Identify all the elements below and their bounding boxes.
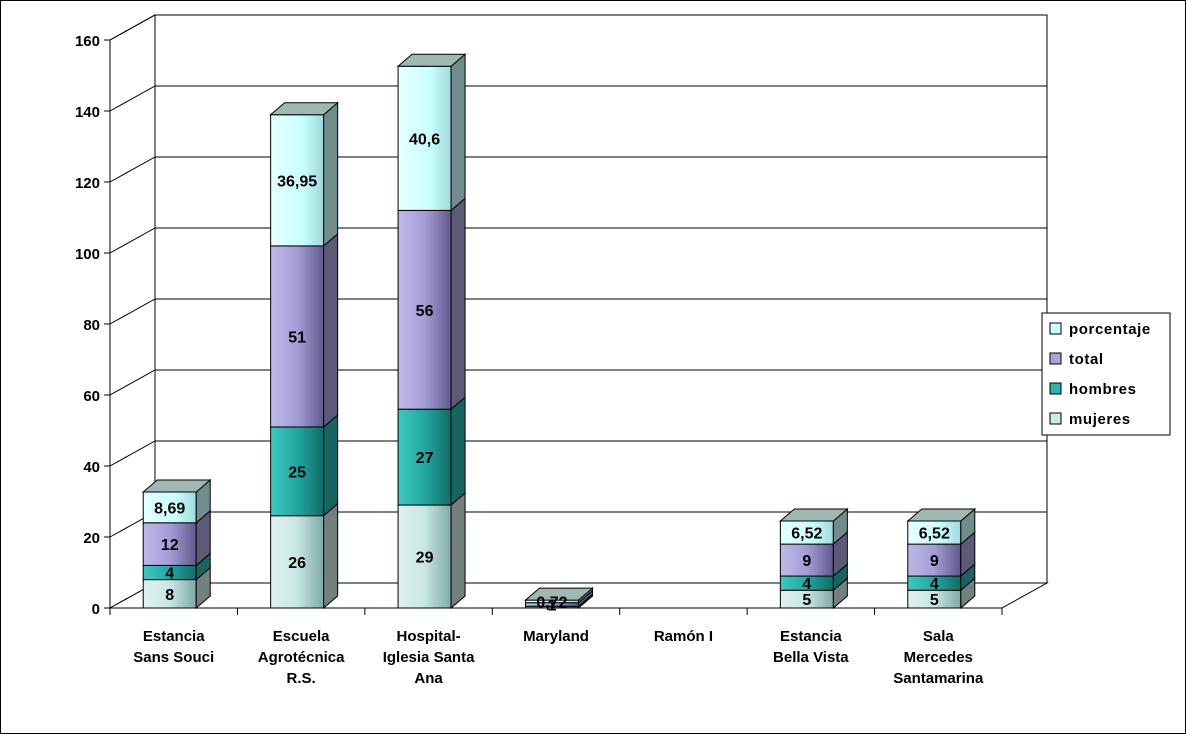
bar-side [323, 502, 339, 610]
data-label-hombres-estancia-sans-souci: 4 [165, 566, 174, 583]
legend-swatch-mujeres [1049, 412, 1062, 425]
data-label-total-escuela-agrotecnica-r-s: 51 [288, 329, 306, 346]
data-label-hombres-sala-mercedes-santamarina: 4 [930, 576, 939, 593]
y-tick-label: 80 [83, 317, 100, 334]
data-label-total-estancia-sans-souci: 12 [161, 537, 179, 554]
data-label-porcentaje-maryland: 0,72 [536, 594, 567, 611]
bar-front [270, 245, 325, 428]
data-label-hombres-hospital-iglesia-santa-ana: 27 [416, 450, 434, 467]
gridline [109, 156, 1047, 183]
data-label-mujeres-sala-mercedes-santamarina: 5 [930, 592, 939, 609]
bar-total-estancia-sans-souci [142, 509, 211, 567]
data-label-porcentaje-hospital-iglesia-santa-ana: 40,6 [409, 131, 440, 148]
data-label-mujeres-escuela-agrotecnica-r-s: 26 [288, 555, 306, 572]
bar-total-sala-mercedes-santamarina [907, 531, 976, 578]
data-label-hombres-escuela-agrotecnica-r-s: 25 [288, 464, 306, 481]
bar-top-escuela-agrotecnica-r-s [269, 102, 339, 116]
x-axis: Estancia Sans Souci Escuela Agrotécnica R.S.… [109, 607, 1003, 687]
chart-walls [108, 14, 1049, 609]
bar-side [323, 101, 339, 247]
bar-stacks [141, 53, 977, 610]
bar-front [397, 65, 452, 211]
data-label-mujeres-hospital-iglesia-santa-ana: 29 [416, 550, 434, 567]
bar-porcentaje-hospital-iglesia-santa-ana [397, 53, 466, 212]
data-label-total-sala-mercedes-santamarina: 9 [930, 553, 939, 570]
gridline [109, 369, 1047, 396]
legend-swatch-hombres [1049, 382, 1062, 395]
x-tick-label-ramon-i: Ramón I [654, 628, 713, 645]
bar-side [450, 197, 466, 411]
legend-box [1041, 312, 1171, 436]
bar-total-hospital-iglesia-santa-ana [397, 197, 466, 411]
x-tick-label-maryland: Maryland [523, 628, 589, 645]
data-label-total-maryland: 1 [548, 597, 557, 614]
data-label-mujeres-estancia-sans-souci: 8 [165, 587, 174, 604]
bar-total-escuela-agrotecnica-r-s [270, 232, 339, 429]
bar-hombres-hospital-iglesia-santa-ana [397, 396, 466, 507]
legend-swatch-porcentaje [1049, 322, 1062, 335]
data-label-porcentaje-sala-mercedes-santamarina: 6,52 [919, 526, 950, 543]
legend-label-mujeres: mujeres [1069, 411, 1131, 428]
y-axis: 0 20 40 60 80 100 120 140 160 [75, 33, 111, 618]
bar-top-estancia-bella-vista [779, 508, 849, 522]
bar-front [270, 426, 325, 517]
bar-front [142, 579, 197, 609]
x-tick-label-sala-mercedes-santamarina: Sala Mercedes Santamarina [893, 628, 984, 687]
gridline [109, 440, 1047, 467]
legend-label-hombres: hombres [1069, 381, 1137, 398]
y-tick-label: 20 [83, 530, 100, 547]
gridline [109, 14, 1047, 41]
bar-mujeres-sala-mercedes-santamarina [907, 577, 976, 610]
data-label-mujeres-estancia-bella-vista: 5 [802, 592, 811, 609]
y-tick-label: 140 [75, 104, 100, 121]
legend-label-porcentaje: porcentaje [1069, 321, 1151, 338]
x-tick-label-hospital-iglesia-santa-ana: Hospital-Iglesia Santa Ana [383, 628, 475, 687]
gridline [109, 227, 1047, 254]
bar-front [397, 209, 452, 410]
y-tick-label: 120 [75, 175, 100, 192]
data-label-porcentaje-estancia-bella-vista: 6,52 [791, 526, 822, 543]
bar-mujeres-escuela-agrotecnica-r-s [270, 502, 339, 610]
data-label-total-hospital-iglesia-santa-ana: 56 [416, 303, 434, 320]
gridline [109, 298, 1047, 325]
y-tick-label: 40 [83, 459, 100, 476]
bar-top-estancia-sans-souci [141, 479, 212, 493]
bar-top-maryland [524, 587, 594, 601]
bar-front [907, 543, 962, 577]
data-label-porcentaje-escuela-agrotecnica-r-s: 36,95 [277, 173, 317, 190]
x-tick-label-estancia-bella-vista: Estancia Bella Vista [773, 628, 849, 666]
y-tick-label: 100 [75, 246, 100, 263]
legend-swatch-total [1049, 352, 1062, 365]
legend: porcentaje total hombres mujeres [1041, 312, 1171, 436]
y-tick-label: 160 [75, 33, 100, 50]
data-label-hombres-estancia-bella-vista: 4 [802, 576, 811, 593]
bar-porcentaje-estancia-bella-vista [779, 507, 848, 546]
x-tick-label-estancia-sans-souci: Estancia Sans Souci [133, 628, 214, 666]
legend-label-total: total [1069, 351, 1104, 368]
bar-front [270, 515, 325, 609]
bar-top-sala-mercedes-santamarina [906, 508, 977, 522]
bar-side [323, 232, 339, 429]
y-tick-label: 0 [92, 601, 100, 618]
bar-side [450, 396, 466, 507]
y-tick-label: 60 [83, 388, 100, 405]
bar-side [450, 491, 466, 610]
x-tick-label-escuela-agrotecnica-r-s: Escuela Agrotécnica R.S. [258, 628, 345, 687]
gridline [109, 85, 1047, 112]
bar-top-hospital-iglesia-santa-ana [396, 53, 467, 67]
bar-side [450, 53, 466, 212]
bar-total-estancia-bella-vista [779, 531, 848, 578]
bar-hombres-escuela-agrotecnica-r-s [270, 413, 339, 517]
bar-side [323, 413, 339, 517]
data-label-total-estancia-bella-vista: 9 [802, 553, 811, 570]
data-label-porcentaje-estancia-sans-souci: 8,69 [154, 500, 185, 517]
